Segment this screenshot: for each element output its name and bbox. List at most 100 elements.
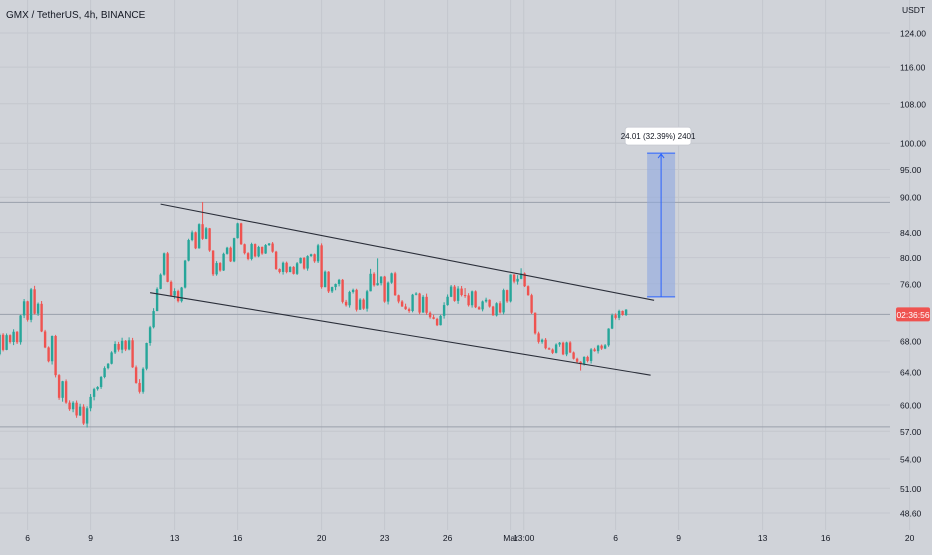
candle xyxy=(103,366,106,379)
candle xyxy=(274,250,278,270)
candle xyxy=(558,342,561,347)
candle xyxy=(526,285,530,296)
candle xyxy=(596,344,600,354)
candle xyxy=(537,331,540,344)
candle xyxy=(148,325,152,346)
candle xyxy=(547,347,551,350)
currency-label: USDT xyxy=(902,5,925,15)
candle xyxy=(330,286,334,293)
x-tick-label: 6 xyxy=(613,533,618,543)
candle xyxy=(358,298,362,310)
candle xyxy=(64,379,68,404)
candle xyxy=(295,262,299,275)
candle xyxy=(425,293,428,315)
candle xyxy=(323,270,327,288)
candle xyxy=(327,271,330,293)
candle xyxy=(194,231,197,250)
candle xyxy=(551,348,554,355)
y-tick-label: 95.00 xyxy=(900,165,922,175)
candle xyxy=(579,361,582,371)
candle xyxy=(187,238,190,262)
candle xyxy=(554,343,558,354)
y-tick-label: 84.00 xyxy=(900,228,922,238)
candle xyxy=(309,253,313,257)
candle xyxy=(260,246,264,255)
candle xyxy=(446,294,449,306)
y-tick-label: 68.00 xyxy=(900,336,922,346)
candle xyxy=(481,300,484,312)
candle xyxy=(50,335,54,365)
candle xyxy=(414,292,418,296)
candle xyxy=(418,292,421,315)
measure-label-box xyxy=(624,126,692,146)
x-tick-label: Mar xyxy=(503,533,518,543)
measure-label: 24.01 (32.39%) 2401 xyxy=(621,132,696,141)
candle xyxy=(281,261,285,275)
candle xyxy=(334,283,337,291)
candle xyxy=(435,317,439,327)
candle xyxy=(54,334,57,378)
y-tick-label: 54.00 xyxy=(900,455,922,465)
candle xyxy=(201,201,204,240)
candle xyxy=(306,255,309,271)
trend-line-lower[interactable] xyxy=(150,292,651,376)
candle xyxy=(379,276,383,286)
candle xyxy=(365,289,369,312)
candle xyxy=(215,261,218,276)
candle xyxy=(565,341,568,357)
candle xyxy=(439,314,442,326)
x-tick-label: 20 xyxy=(317,533,327,543)
candle xyxy=(0,332,1,357)
candle xyxy=(393,271,397,296)
candle xyxy=(530,293,533,315)
candle xyxy=(8,334,12,344)
candle xyxy=(264,244,267,254)
candles xyxy=(0,201,628,428)
candle xyxy=(257,245,260,258)
candle xyxy=(313,253,316,263)
candle xyxy=(183,259,187,289)
candle xyxy=(428,311,432,319)
x-tick-label: 13:00 xyxy=(513,533,535,543)
candle xyxy=(12,329,15,346)
candle xyxy=(117,341,120,352)
y-tick-label: 60.00 xyxy=(900,401,922,411)
candle xyxy=(82,404,85,425)
candle xyxy=(1,333,5,352)
candle xyxy=(113,341,117,355)
price-countdown-tag: 02:36:56 xyxy=(896,307,930,322)
candle xyxy=(390,272,393,284)
candle xyxy=(43,329,47,349)
candle xyxy=(600,344,603,350)
candle xyxy=(15,331,19,344)
y-tick-label: 48.60 xyxy=(900,509,922,519)
candle xyxy=(5,333,8,351)
x-tick-label: 9 xyxy=(88,533,93,543)
y-tick-label: 108.00 xyxy=(900,99,926,109)
y-tick-label: 64.00 xyxy=(900,367,922,377)
candle xyxy=(19,314,22,345)
candle xyxy=(498,301,502,314)
candle xyxy=(407,307,411,313)
candle xyxy=(211,250,215,277)
candle xyxy=(432,314,435,320)
candle xyxy=(372,272,376,287)
candle xyxy=(355,288,358,312)
price-axis: 124.00 116.00 108.00 100.00 95.00 90.00 84.00 8… xyxy=(896,5,930,519)
candle xyxy=(302,257,306,270)
trend-line-upper[interactable] xyxy=(160,203,655,301)
candle xyxy=(607,328,610,347)
candle xyxy=(575,357,579,363)
candle xyxy=(495,302,498,317)
y-tick-label: 124.00 xyxy=(900,29,926,39)
candle xyxy=(239,222,243,245)
candle xyxy=(491,305,495,316)
candle xyxy=(421,295,425,313)
candle xyxy=(145,342,148,371)
candle xyxy=(85,406,89,428)
candle xyxy=(229,246,232,263)
candle xyxy=(225,246,229,255)
x-tick-label: 13 xyxy=(170,533,180,543)
